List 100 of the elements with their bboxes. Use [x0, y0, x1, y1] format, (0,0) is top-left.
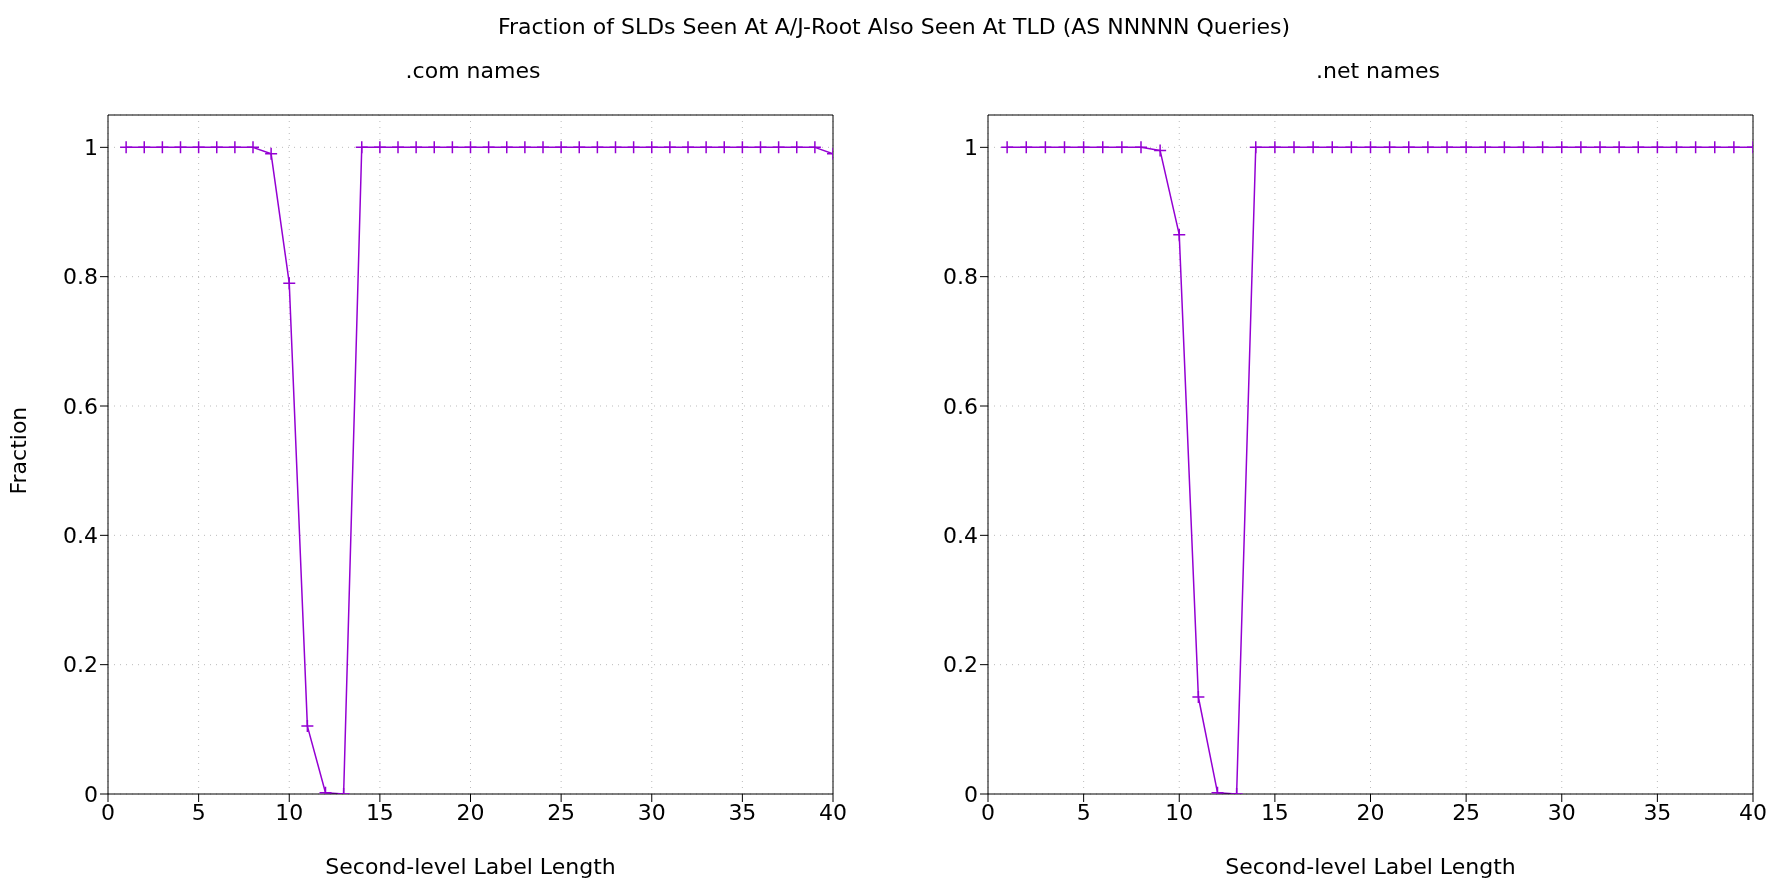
point [1555, 140, 1569, 155]
point [1382, 140, 1397, 155]
point [608, 140, 623, 155]
x-tick-label: 30 [1547, 799, 1576, 825]
point [717, 140, 731, 155]
point [1057, 140, 1072, 155]
point [536, 140, 550, 155]
x-tick-label: 15 [365, 799, 394, 825]
point [155, 140, 170, 155]
x-axis-title: Second-level Label Length [325, 854, 616, 879]
point [119, 140, 133, 155]
point [572, 140, 586, 155]
point [228, 140, 242, 155]
point [1249, 140, 1263, 155]
x-axis-title: Second-level Label Length [1225, 854, 1516, 879]
x-tick-label: 20 [456, 799, 485, 825]
point [626, 140, 641, 155]
x-tick-label: 30 [637, 799, 666, 825]
y-tick-label: 0 [964, 781, 978, 807]
point [246, 140, 260, 155]
text: Fraction of SLDs Seen At A/J-Root Also Seen At TLD (AS NNNNN Queries) [496, 14, 1292, 39]
point [1134, 140, 1148, 155]
point [1516, 140, 1531, 155]
y-tick-label: 1 [964, 135, 978, 161]
point [1593, 140, 1607, 155]
x-tick-label: 35 [728, 799, 757, 825]
point [590, 140, 605, 155]
point [808, 140, 822, 155]
point [463, 140, 478, 155]
x-tick-label: 10 [1165, 799, 1194, 825]
point [1688, 140, 1703, 155]
point [1076, 140, 1091, 155]
point [1669, 140, 1684, 155]
point [210, 140, 224, 155]
point [1153, 143, 1167, 158]
chart-subtitle: .net names [1315, 58, 1441, 85]
point [355, 140, 369, 155]
point [1631, 140, 1645, 155]
point [1096, 140, 1110, 155]
point [1612, 140, 1626, 155]
point [681, 140, 695, 155]
point [554, 140, 568, 155]
x-tick-label: 5 [1076, 799, 1091, 825]
point [1306, 140, 1320, 155]
point [1268, 140, 1282, 155]
x-tick-label: 20 [1356, 799, 1385, 825]
point [373, 140, 387, 155]
x-tick-label: 40 [1739, 799, 1767, 825]
point [1478, 140, 1492, 155]
point [1344, 140, 1359, 155]
y-tick-label: 0 [84, 781, 98, 807]
y-tick-label: 0.8 [943, 264, 978, 290]
point [1459, 140, 1473, 155]
point [753, 140, 768, 155]
point [481, 140, 496, 155]
point [1708, 140, 1722, 155]
y-tick-label: 1 [84, 135, 98, 161]
y-tick-label: 0.6 [63, 393, 98, 419]
x-tick-label: 35 [1643, 799, 1672, 825]
point [137, 140, 151, 155]
point [699, 140, 713, 155]
x-tick-label: 40 [819, 799, 847, 825]
point [1115, 140, 1129, 155]
point [264, 147, 278, 161]
x-tick-label: 5 [191, 799, 206, 825]
point [645, 140, 659, 155]
point [391, 140, 405, 155]
x-tick-label: 0 [101, 799, 115, 825]
point [1440, 140, 1454, 155]
point [191, 140, 206, 155]
point [409, 140, 423, 155]
point [518, 140, 532, 155]
point [1000, 140, 1014, 155]
point [1038, 140, 1053, 155]
point [790, 140, 804, 155]
y-tick-label: 0.8 [63, 264, 98, 290]
x-tick-label: 0 [981, 799, 995, 825]
point [427, 140, 441, 155]
y-tick-label: 0.2 [943, 652, 978, 678]
y-tick-label: 0.4 [63, 523, 98, 549]
y-tick-label: 0.4 [943, 523, 978, 549]
point [1325, 140, 1339, 155]
point [500, 140, 514, 155]
x-tick-label: 10 [275, 799, 304, 825]
point [735, 140, 750, 155]
point [1535, 140, 1550, 155]
point [1402, 140, 1416, 155]
point [1497, 140, 1512, 155]
x-tick-label: 15 [1260, 799, 1289, 825]
point [1172, 227, 1186, 242]
point [1574, 140, 1588, 155]
point [771, 140, 786, 155]
chart-subtitle: .com names [404, 58, 542, 85]
point [173, 140, 188, 155]
point [1727, 140, 1741, 155]
point [663, 140, 677, 155]
point [1363, 140, 1378, 155]
y-tick-label: 0.2 [63, 652, 98, 678]
y-axis-title: Fraction [5, 406, 31, 495]
point [1650, 140, 1665, 155]
